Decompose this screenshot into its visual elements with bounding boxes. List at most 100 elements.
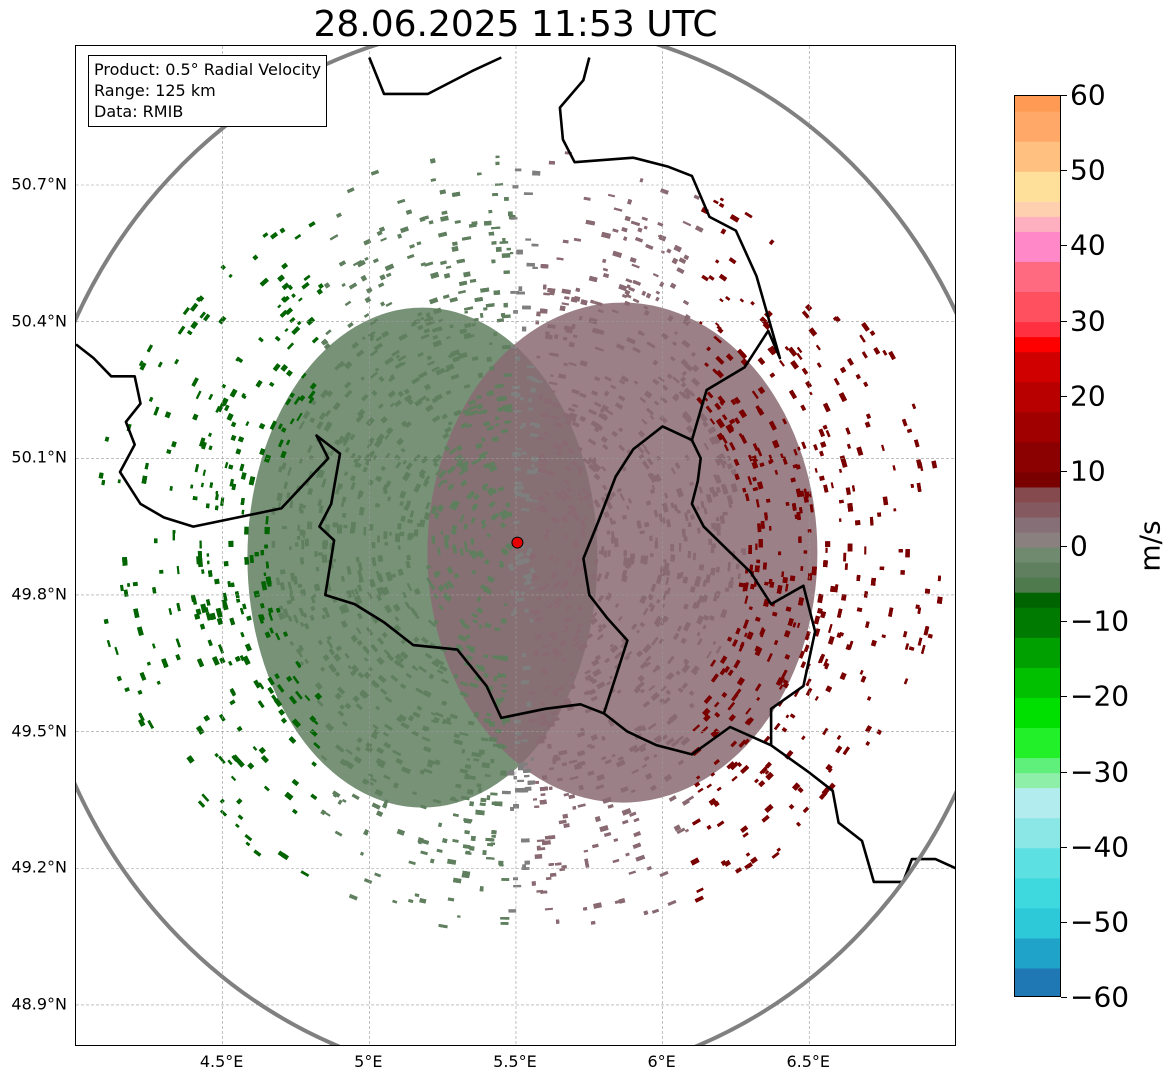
echo-bin	[413, 483, 422, 493]
echo-bin	[830, 585, 836, 593]
echo-bin	[489, 466, 498, 473]
echo-bin	[299, 394, 306, 402]
echo-bin	[390, 374, 395, 378]
echo-bin	[606, 681, 611, 686]
echo-bin	[350, 528, 355, 534]
echo-bin	[485, 837, 495, 842]
echo-bin	[441, 413, 448, 420]
echo-bin	[236, 726, 243, 732]
echo-bin	[543, 398, 553, 405]
echo-bin	[718, 202, 725, 208]
echo-bin	[563, 792, 570, 797]
echo-bin	[483, 558, 490, 565]
echo-bin	[543, 292, 550, 296]
echo-bin	[508, 909, 517, 913]
echo-bin	[648, 684, 656, 692]
echo-bin	[684, 660, 690, 666]
echo-bin	[354, 461, 360, 468]
echo-bin	[547, 743, 552, 749]
echo-bin	[377, 762, 385, 769]
echo-bin	[334, 671, 341, 677]
echo-bin	[917, 607, 922, 615]
radar-map-canvas[interactable]	[76, 46, 956, 1046]
echo-bin	[200, 603, 208, 614]
echo-bin	[469, 845, 475, 851]
echo-bin	[375, 475, 381, 482]
echo-bin	[371, 389, 378, 397]
echo-bin	[848, 640, 854, 650]
echo-bin	[545, 334, 553, 340]
echo-bin	[562, 813, 569, 819]
echo-bin	[627, 198, 633, 205]
echo-bin	[615, 759, 626, 768]
echo-bin	[652, 378, 660, 386]
echo-bin	[840, 593, 847, 601]
echo-bin	[304, 694, 311, 702]
echo-bin	[458, 470, 464, 476]
echo-bin	[825, 547, 828, 553]
echo-bin	[339, 758, 348, 766]
echo-bin	[694, 781, 701, 788]
echo-bin	[696, 775, 701, 780]
echo-bin	[661, 384, 669, 391]
radar-map[interactable]	[75, 45, 956, 1046]
echo-bin	[548, 381, 558, 386]
echo-bin	[337, 799, 343, 805]
echo-bin	[801, 367, 809, 375]
echo-bin	[514, 467, 521, 471]
echo-bin	[269, 231, 279, 240]
echo-bin	[169, 486, 173, 491]
echo-bin	[361, 336, 366, 341]
echo-bin	[316, 421, 324, 430]
echo-bin	[260, 550, 265, 556]
echo-bin	[672, 376, 680, 384]
echo-bin	[523, 579, 532, 586]
echo-bin	[517, 560, 524, 566]
echo-bin	[643, 309, 650, 317]
echo-bin	[665, 576, 670, 585]
echo-bin	[405, 209, 413, 215]
echo-bin	[484, 220, 492, 226]
echo-bin	[803, 496, 809, 503]
echo-bin	[431, 719, 437, 724]
echo-bin	[513, 410, 522, 413]
echo-bin	[351, 664, 359, 673]
echo-bin	[233, 754, 240, 761]
echo-bin	[836, 632, 842, 638]
echo-bin	[740, 434, 748, 445]
echo-bin	[666, 519, 672, 528]
echo-bin	[215, 493, 219, 501]
echo-bin	[357, 463, 362, 468]
echo-bin	[748, 545, 752, 554]
echo-bin	[643, 225, 648, 230]
echo-bin	[702, 421, 709, 428]
echo-bin	[719, 298, 724, 303]
echo-bin	[529, 422, 539, 427]
echo-bin	[557, 450, 563, 457]
echo-bin	[715, 355, 725, 365]
echo-bin	[627, 498, 632, 504]
echo-bin	[502, 684, 507, 687]
echo-bin	[462, 623, 470, 630]
echo-bin	[476, 394, 482, 400]
echo-bin	[465, 634, 471, 640]
echo-bin	[795, 464, 801, 470]
echo-bin	[529, 573, 539, 582]
echo-bin	[471, 569, 477, 575]
echo-bin	[244, 834, 253, 842]
echo-bin	[473, 317, 479, 322]
echo-bin	[567, 448, 575, 455]
echo-bin	[491, 226, 501, 230]
echo-bin	[797, 786, 804, 794]
echo-bin	[320, 389, 329, 399]
echo-bin	[583, 849, 589, 853]
echo-bin	[568, 341, 575, 348]
echo-bin	[230, 689, 236, 697]
echo-bin	[625, 560, 631, 569]
echo-bin	[355, 556, 360, 563]
echo-bin	[289, 589, 294, 598]
echo-bin	[424, 652, 433, 659]
echo-bin	[505, 502, 511, 508]
echo-bin	[660, 685, 667, 692]
echo-bin	[200, 482, 204, 488]
